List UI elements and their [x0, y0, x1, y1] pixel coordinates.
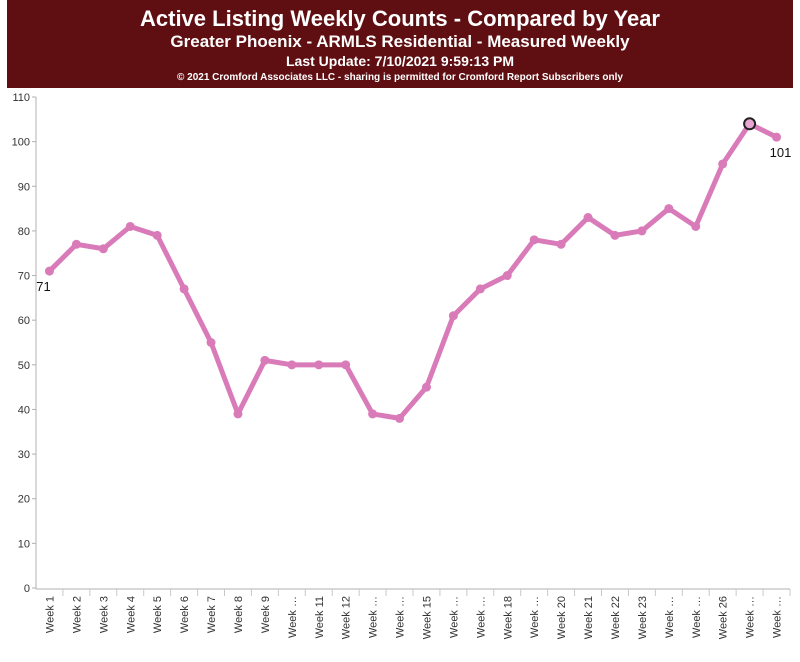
x-tick-label: Week 3 [98, 596, 110, 633]
x-tick-label: Week 18 [502, 596, 514, 639]
data-point [152, 230, 162, 240]
y-tick-label: 80 [18, 226, 30, 238]
data-point [583, 213, 593, 223]
y-tick-label: 100 [12, 137, 30, 149]
data-point [287, 360, 297, 370]
y-tick-label: 70 [18, 271, 30, 283]
x-tick-label: Week 15 [421, 596, 433, 639]
data-point [529, 235, 539, 245]
x-tick-label: Week 2 [71, 596, 83, 633]
y-tick-label: 110 [12, 92, 30, 104]
data-point [718, 159, 728, 169]
data-point [637, 226, 647, 236]
series-line [46, 121, 780, 421]
x-tick-label: Week 8 [233, 596, 245, 633]
highlighted-data-point [743, 117, 757, 131]
data-label: 71 [36, 279, 50, 294]
data-point [502, 271, 512, 281]
data-point [691, 221, 701, 231]
x-tick-label: Week 4 [125, 596, 137, 633]
copyright-notice: © 2021 Cromford Associates LLC - sharing… [177, 72, 623, 83]
data-point [772, 132, 782, 142]
x-tick-label: Week 1 [44, 596, 56, 633]
y-tick-label: 40 [18, 404, 30, 416]
data-point [44, 266, 54, 276]
chart-subtitle: Greater Phoenix - ARMLS Residential - Me… [170, 32, 630, 51]
x-tick-label: Week … [745, 596, 757, 638]
chart-area: 0 10 20 30 40 50 60 70 80 90 100 110 Week 1 Week 2 Wee… [0, 88, 800, 657]
y-tick-label: 20 [18, 494, 30, 506]
y-tick-label: 60 [18, 315, 30, 327]
y-tick-label: 50 [18, 360, 30, 372]
y-tick-label: 90 [18, 181, 30, 193]
x-tick-label: Week … [395, 596, 407, 638]
data-point [179, 284, 189, 294]
line-chart[interactable]: 0 10 20 30 40 50 60 70 80 90 100 110 Week 1 Week 2 Wee… [0, 88, 800, 657]
last-update: Last Update: 7/10/2021 9:59:13 PM [286, 53, 514, 69]
x-tick-label: Week … [529, 596, 541, 638]
chart-header: Active Listing Weekly Counts - Compared … [7, 0, 793, 88]
x-tick-label: Week 21 [583, 596, 595, 639]
x-tick-label: Week 26 [718, 596, 730, 639]
data-point [98, 244, 108, 254]
data-point [314, 360, 324, 370]
x-tick-label: Week 11 [314, 596, 326, 638]
x-tick-label: Week … [772, 596, 784, 638]
x-tick-label: Week … [691, 596, 703, 638]
data-point [206, 338, 216, 347]
data-point [610, 230, 620, 240]
x-tick-label: Week 6 [179, 596, 191, 633]
data-label: 101 [770, 145, 792, 160]
y-tick-label: 30 [18, 449, 30, 461]
data-point [556, 239, 566, 249]
data-point [475, 284, 485, 294]
x-tick-label: Week 23 [637, 596, 649, 639]
data-point [448, 311, 458, 321]
data-point [368, 409, 378, 419]
y-tick-label: 10 [18, 538, 30, 550]
data-point [71, 239, 81, 249]
data-point [395, 413, 405, 423]
data-point [260, 355, 270, 365]
x-tick-label: Week … [448, 596, 460, 638]
data-point [233, 409, 243, 419]
data-point [125, 221, 135, 231]
data-point [341, 360, 351, 370]
x-tick-label: Week … [287, 596, 299, 638]
x-tick-label: Week 7 [206, 596, 218, 633]
x-tick-label: Week 22 [610, 596, 622, 639]
x-tick-label: Week 12 [341, 596, 353, 639]
x-tick-label: Week 9 [260, 596, 272, 633]
x-tick-label: Week … [368, 596, 380, 638]
data-point [421, 382, 431, 392]
x-tick-label: Week 5 [152, 596, 164, 633]
chart-title: Active Listing Weekly Counts - Compared … [140, 6, 660, 31]
x-tick-label: Week 20 [556, 596, 568, 639]
x-tick-label: Week … [664, 596, 676, 638]
data-point [664, 204, 674, 214]
x-tick-label: Week … [475, 596, 487, 638]
y-tick-label: 0 [24, 583, 30, 595]
